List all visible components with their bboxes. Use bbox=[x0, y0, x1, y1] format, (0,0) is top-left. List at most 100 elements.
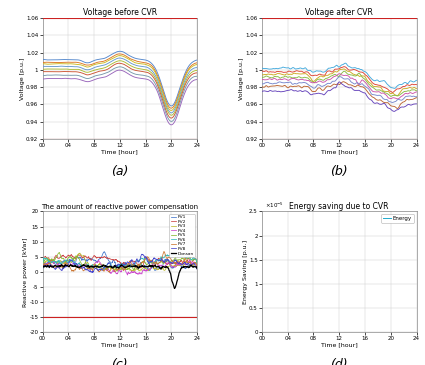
PV8 bbox=[127, 261, 132, 265]
PV4 bbox=[105, 266, 111, 270]
PV4 bbox=[134, 271, 139, 276]
Legend: Energy: Energy bbox=[381, 214, 414, 223]
Donsan bbox=[88, 264, 94, 269]
PV8 bbox=[90, 270, 95, 275]
PV5 bbox=[40, 264, 45, 269]
Line: PV8: PV8 bbox=[42, 254, 197, 273]
X-axis label: Time [hour]: Time [hour] bbox=[102, 343, 138, 348]
PV6 bbox=[88, 266, 93, 270]
Line: Donsan: Donsan bbox=[42, 265, 197, 288]
PV3 bbox=[181, 264, 186, 268]
PV1 bbox=[154, 266, 159, 271]
PV5 bbox=[195, 262, 200, 266]
Legend: PV1, PV2, PV3, PV4, PV5, PV6, PV7, PV8, Donsan: PV1, PV2, PV3, PV4, PV5, PV6, PV7, PV8, … bbox=[169, 214, 195, 257]
PV4 bbox=[96, 258, 101, 262]
PV1 bbox=[88, 257, 93, 261]
PV4 bbox=[125, 273, 130, 277]
PV5 bbox=[57, 250, 62, 255]
PV3 bbox=[77, 251, 82, 255]
PV1 bbox=[181, 265, 186, 269]
PV5 bbox=[154, 260, 159, 265]
Donsan bbox=[134, 264, 139, 269]
PV5 bbox=[127, 266, 132, 271]
PV7 bbox=[105, 268, 110, 273]
PV3 bbox=[195, 265, 200, 269]
PV7 bbox=[88, 266, 93, 271]
PV7 bbox=[181, 259, 186, 264]
Text: (b): (b) bbox=[330, 165, 348, 178]
PV8 bbox=[195, 267, 200, 271]
PV5 bbox=[114, 269, 119, 273]
PV3 bbox=[132, 269, 137, 273]
PV6 bbox=[195, 261, 200, 266]
PV2 bbox=[134, 261, 139, 266]
PV1 bbox=[102, 250, 107, 254]
PV5 bbox=[181, 256, 186, 261]
PV4 bbox=[40, 265, 45, 269]
PV8 bbox=[154, 257, 159, 262]
PV6 bbox=[181, 254, 186, 258]
PV2 bbox=[195, 261, 200, 266]
PV3 bbox=[134, 267, 139, 271]
X-axis label: Time [hour]: Time [hour] bbox=[321, 150, 357, 154]
PV6 bbox=[134, 259, 139, 263]
PV3 bbox=[127, 265, 132, 270]
PV6 bbox=[102, 267, 107, 272]
PV3 bbox=[88, 265, 94, 270]
PV7 bbox=[154, 261, 159, 265]
Y-axis label: Voltage [p.u.]: Voltage [p.u.] bbox=[239, 57, 244, 100]
PV2 bbox=[181, 259, 186, 264]
Donsan bbox=[181, 265, 186, 269]
Title: Voltage before CVR: Voltage before CVR bbox=[83, 8, 157, 18]
Title: Energy saving due to CVR: Energy saving due to CVR bbox=[289, 201, 389, 211]
PV8 bbox=[139, 252, 144, 256]
PV7 bbox=[162, 249, 167, 254]
PV6 bbox=[171, 251, 176, 255]
Donsan bbox=[40, 266, 45, 270]
PV3 bbox=[105, 264, 111, 269]
PV1 bbox=[127, 263, 132, 267]
Line: PV1: PV1 bbox=[42, 252, 197, 270]
Text: $\times10^{-5}$: $\times10^{-5}$ bbox=[265, 201, 284, 210]
Donsan bbox=[68, 262, 73, 267]
Line: PV7: PV7 bbox=[42, 251, 197, 272]
Donsan bbox=[127, 264, 132, 269]
PV2 bbox=[127, 262, 132, 267]
PV2 bbox=[138, 266, 143, 270]
PV5 bbox=[134, 264, 139, 268]
Donsan bbox=[105, 264, 111, 269]
PV1 bbox=[147, 268, 153, 273]
PV4 bbox=[195, 265, 200, 269]
PV8 bbox=[40, 267, 45, 272]
Donsan bbox=[172, 286, 177, 291]
Donsan bbox=[154, 265, 159, 269]
Y-axis label: Voltage [p.u.]: Voltage [p.u.] bbox=[20, 57, 25, 100]
PV7 bbox=[127, 260, 132, 265]
Y-axis label: Energy Saving [p.u.]: Energy Saving [p.u.] bbox=[243, 240, 248, 304]
PV2 bbox=[40, 263, 45, 268]
PV8 bbox=[105, 261, 111, 265]
PV2 bbox=[69, 252, 74, 257]
Y-axis label: Reactive power [kVar]: Reactive power [kVar] bbox=[23, 237, 28, 307]
PV6 bbox=[154, 258, 159, 263]
Text: (a): (a) bbox=[111, 165, 128, 178]
Line: PV6: PV6 bbox=[42, 253, 197, 269]
PV7 bbox=[40, 265, 45, 270]
PV6 bbox=[40, 262, 45, 267]
Line: PV5: PV5 bbox=[42, 253, 197, 271]
PV3 bbox=[40, 265, 45, 269]
PV5 bbox=[88, 265, 94, 269]
PV1 bbox=[40, 266, 45, 270]
PV1 bbox=[195, 266, 200, 271]
PV8 bbox=[134, 257, 139, 261]
Line: PV3: PV3 bbox=[42, 253, 197, 271]
PV6 bbox=[105, 262, 111, 266]
Donsan bbox=[195, 266, 200, 271]
Line: PV2: PV2 bbox=[42, 254, 197, 268]
PV8 bbox=[88, 269, 93, 273]
PV1 bbox=[134, 266, 139, 270]
PV4 bbox=[88, 267, 93, 272]
PV7 bbox=[195, 264, 200, 268]
PV2 bbox=[88, 258, 94, 262]
PV4 bbox=[181, 261, 186, 265]
